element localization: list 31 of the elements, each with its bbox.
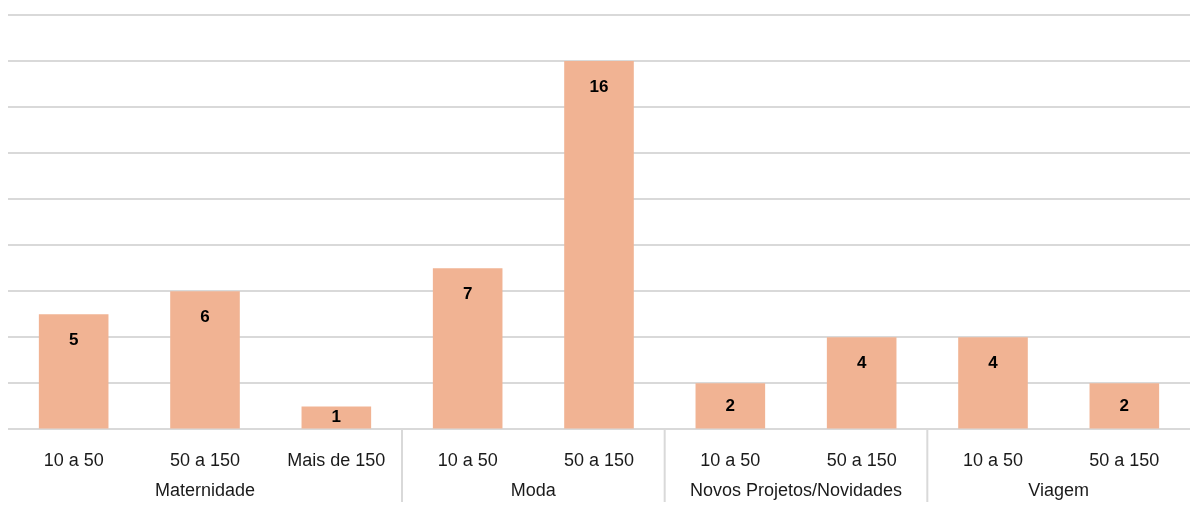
data-label: 4 [988, 353, 999, 372]
bar [826, 337, 897, 429]
x-tick-label: 10 a 50 [43, 450, 104, 471]
x-tick-label: 10 a 50 [962, 450, 1024, 471]
data-label: 1 [331, 407, 342, 427]
text: Viagem [1028, 480, 1090, 501]
text: Novos Projetos/Novidades [689, 480, 903, 501]
bar [1089, 383, 1160, 429]
x-tick-label: Mais de 150 [287, 450, 386, 471]
data-label: 6 [200, 306, 210, 326]
bar [38, 314, 109, 429]
bar [564, 61, 634, 429]
data-label: 2 [725, 395, 736, 415]
bar [432, 268, 503, 429]
x-tick-label: 50 a 150 [1089, 450, 1160, 471]
x-tick-label: 10 a 50 [437, 450, 498, 471]
bar [170, 291, 240, 429]
x-tick-label: 50 a 150 [563, 450, 635, 471]
data-label: 7 [462, 283, 473, 303]
bar [958, 337, 1028, 429]
data-label: 4 [856, 353, 867, 372]
x-tick-label: 50 a 150 [169, 450, 241, 471]
x-tick-label: 50 a 150 [826, 450, 897, 471]
data-label: 16 [589, 76, 609, 96]
data-label: 2 [1119, 395, 1130, 415]
text: Maternidade [154, 480, 256, 501]
bar [301, 406, 372, 429]
x-tick-label: 10 a 50 [700, 450, 761, 471]
bar [695, 383, 766, 429]
data-label: 5 [68, 329, 79, 349]
text: Moda [510, 480, 557, 501]
